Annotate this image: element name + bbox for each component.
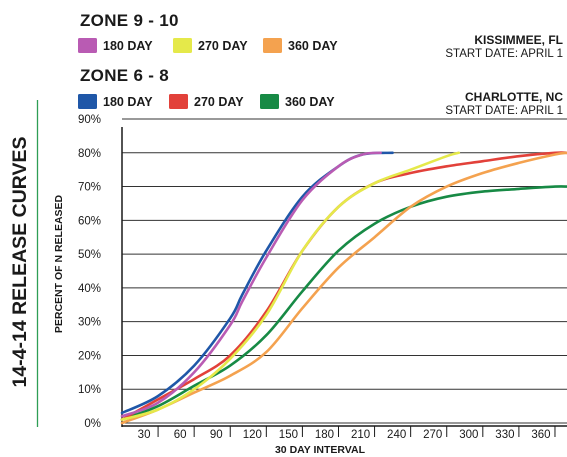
legend-item: 180 DAY (78, 38, 153, 53)
y-tick-label: 0% (84, 418, 101, 430)
x-tick-label: 90 (210, 429, 223, 441)
legend-label: 180 DAY (103, 39, 153, 53)
y-tick-label: 70% (78, 182, 101, 194)
side-title: 14-4-14 RELEASE CURVES (9, 136, 31, 387)
series-line-180-day (120, 151, 382, 418)
series-line-360-day (120, 151, 567, 425)
y-tick-label: 60% (78, 215, 101, 227)
legend-label: 360 DAY (285, 95, 335, 109)
x-tick-label: 240 (387, 429, 406, 441)
series-line-270-day (120, 151, 461, 421)
x-tick-label: 300 (459, 429, 478, 441)
legend-swatch (263, 38, 282, 53)
y-tick-label: 10% (78, 384, 101, 396)
series-line-360-day (120, 185, 567, 421)
legend-swatch (260, 94, 279, 109)
legend-label: 270 DAY (194, 95, 244, 109)
legend-item: 180 DAY (78, 94, 153, 109)
zone-9-10-start-date: START DATE: APRIL 1 (445, 48, 563, 60)
series-lines (120, 151, 567, 425)
series-line-180-day (120, 151, 394, 415)
legend-label: 180 DAY (103, 95, 153, 109)
x-tick-label: 330 (495, 429, 514, 441)
y-tick-label: 80% (78, 148, 101, 160)
zone-9-10-legend: 180 DAY 270 DAY 360 DAY (78, 38, 338, 53)
x-tick-label: 270 (423, 429, 442, 441)
legend-swatch (78, 94, 97, 109)
y-tick-label: 50% (78, 249, 101, 261)
legend-label: 360 DAY (288, 39, 338, 53)
y-axis-title: PERCENT OF N RELEASED (53, 194, 65, 333)
legend-swatch (173, 38, 192, 53)
x-axis-title: 30 DAY INTERVAL (275, 444, 366, 456)
legend-swatch (78, 38, 97, 53)
legend-item: 270 DAY (169, 94, 244, 109)
y-tick-label: 20% (78, 350, 101, 362)
x-tick-label: 180 (315, 429, 334, 441)
legend-item: 360 DAY (263, 38, 338, 53)
x-tick-label: 210 (351, 429, 370, 441)
legend-item: 270 DAY (173, 38, 248, 53)
x-tick-label: 360 (531, 429, 550, 441)
x-tick-labels: 30 60 90 120 150 180 210 240 270 300 330 360 (138, 429, 551, 441)
zone-9-10-title: ZONE 9 - 10 (80, 11, 179, 30)
y-tick-label: 30% (78, 317, 101, 329)
legend-item: 360 DAY (260, 94, 335, 109)
y-tick-label: 90% (78, 114, 101, 126)
zone-6-8-location: CHARLOTTE, NC (465, 90, 563, 104)
zone-9-10-location: KISSIMMEE, FL (474, 33, 563, 47)
axes (121, 127, 567, 437)
y-tick-labels: 0% 10% 20% 30% 40% 50% 60% 70% 80% 90% (78, 114, 101, 430)
x-tick-label: 60 (174, 429, 187, 441)
zone-6-8-start-date: START DATE: APRIL 1 (445, 105, 563, 117)
legend-label: 270 DAY (198, 39, 248, 53)
x-tick-label: 30 (138, 429, 151, 441)
zone-6-8-title: ZONE 6 - 8 (80, 66, 169, 85)
x-tick-label: 120 (243, 429, 262, 441)
x-tick-label: 150 (279, 429, 298, 441)
y-tick-label: 40% (78, 283, 101, 295)
zone-6-8-legend: 180 DAY 270 DAY 360 DAY (78, 94, 335, 109)
legend-swatch (169, 94, 188, 109)
